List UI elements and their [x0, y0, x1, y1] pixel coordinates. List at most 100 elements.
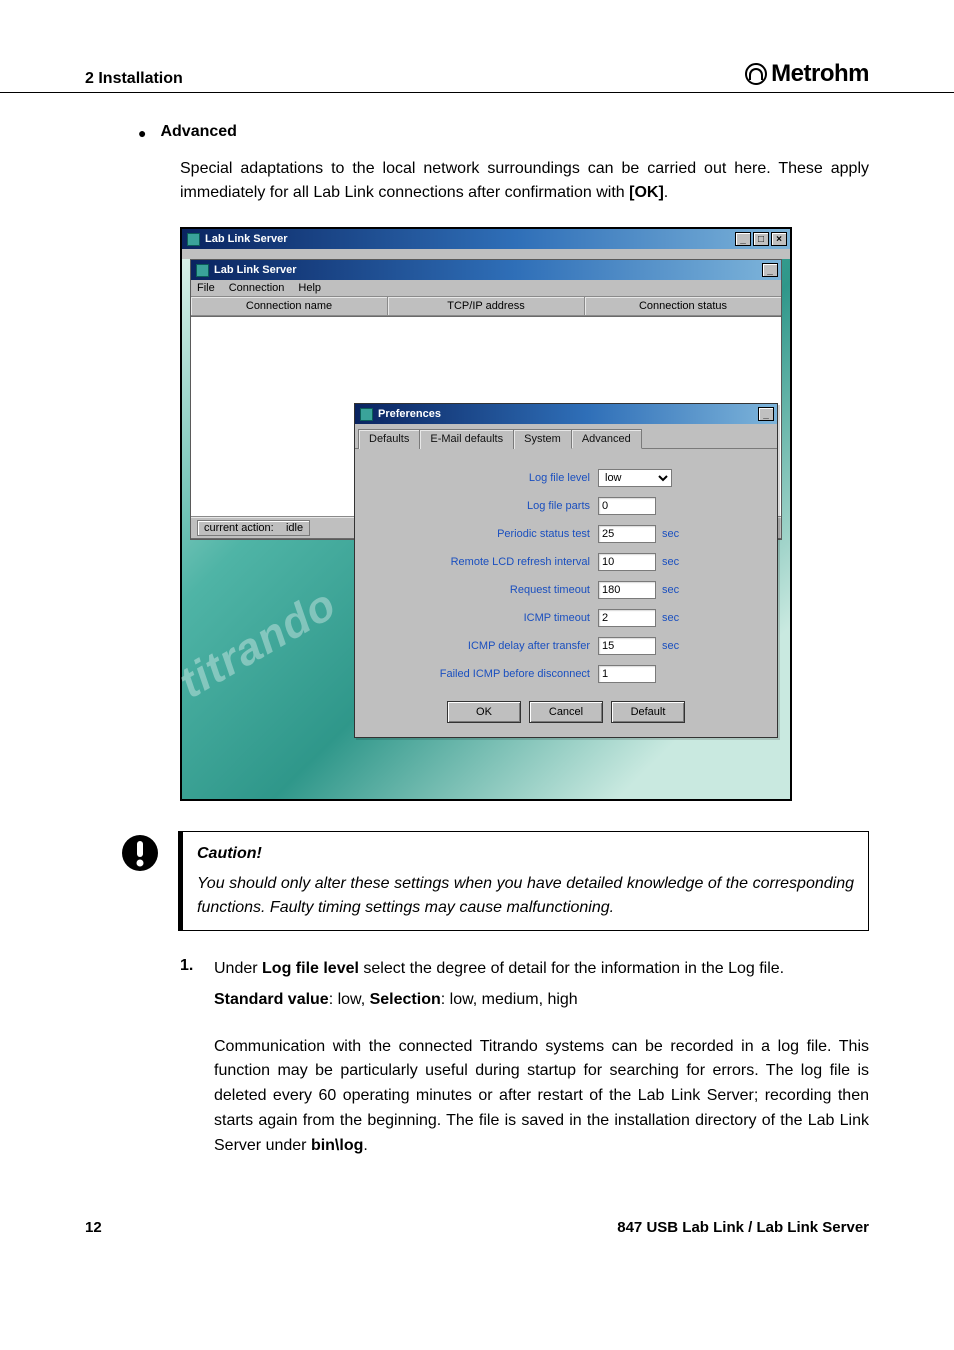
- minimize-icon[interactable]: _: [758, 407, 774, 421]
- caution-block: Caution! You should only alter these set…: [120, 831, 869, 931]
- prefs-input[interactable]: [598, 497, 656, 515]
- prefs-row: Failed ICMP before disconnect: [373, 665, 759, 683]
- inner-title: Lab Link Server: [214, 264, 297, 276]
- prefs-label: Request timeout: [373, 584, 598, 596]
- s1p2b: bin\log: [311, 1137, 363, 1154]
- minimize-icon[interactable]: _: [735, 232, 751, 246]
- prefs-label: Remote LCD refresh interval: [373, 556, 598, 568]
- watermark: titrando: [171, 579, 345, 708]
- caution-icon: [120, 833, 160, 873]
- page-header: 2 Installation Metrohm: [0, 60, 954, 93]
- tab-email-defaults[interactable]: E-Mail defaults: [419, 429, 514, 449]
- numbered-list: 1. Under Log file level select the degre…: [180, 957, 869, 1159]
- metrohm-logo-icon: [745, 63, 767, 85]
- prefs-body: Log file levellow Log file parts Periodic …: [355, 449, 777, 737]
- unit-label: sec: [662, 584, 679, 596]
- prefs-title: Preferences: [378, 408, 441, 420]
- prefs-row: ICMP timeout sec: [373, 609, 759, 627]
- menu-connection[interactable]: Connection: [229, 282, 285, 294]
- menubar: File Connection Help: [191, 280, 781, 297]
- prefs-row: ICMP delay after transfer sec: [373, 637, 759, 655]
- step-number: 1.: [180, 957, 200, 1159]
- minimize-icon[interactable]: _: [762, 263, 778, 277]
- tab-system[interactable]: System: [513, 429, 572, 449]
- prefs-input[interactable]: [598, 581, 656, 599]
- bullet-label: Advanced: [160, 123, 236, 143]
- caution-box: Caution! You should only alter these set…: [178, 831, 869, 931]
- preferences-dialog: Preferences _ Defaults E-Mail defaults S…: [354, 403, 778, 738]
- caution-body: You should only alter these settings whe…: [197, 872, 854, 920]
- step-1: 1. Under Log file level select the degre…: [180, 957, 869, 1159]
- app-icon: [360, 408, 373, 421]
- outer-title: Lab Link Server: [205, 233, 288, 245]
- prefs-input[interactable]: [598, 609, 656, 627]
- prefs-input[interactable]: [598, 553, 656, 571]
- s1d: Standard value: [214, 991, 329, 1008]
- log-file-level-select[interactable]: low: [598, 469, 672, 487]
- table-header: Connection name TCP/IP address Connectio…: [191, 297, 781, 316]
- window-controls: _ □ ×: [735, 232, 787, 246]
- bullet-advanced: ● Advanced: [138, 123, 869, 143]
- page-footer: 12 847 USB Lab Link / Lab Link Server: [0, 1219, 954, 1236]
- prefs-input[interactable]: [598, 665, 656, 683]
- col-tcpip-address[interactable]: TCP/IP address: [388, 297, 585, 316]
- intro-paragraph: Special adaptations to the local network…: [180, 157, 869, 205]
- lab-link-outer-window: Lab Link Server _ □ × titrando Lab Link …: [180, 227, 792, 801]
- prefs-row: Request timeout sec: [373, 581, 759, 599]
- unit-label: sec: [662, 612, 679, 624]
- prefs-label: Failed ICMP before disconnect: [373, 668, 598, 680]
- status-value: idle: [286, 522, 303, 534]
- col-connection-status[interactable]: Connection status: [585, 297, 781, 316]
- prefs-label: Periodic status test: [373, 528, 598, 540]
- step1-para2: Communication with the connected Titrand…: [214, 1035, 869, 1159]
- cancel-button[interactable]: Cancel: [529, 701, 603, 723]
- prefs-input[interactable]: [598, 525, 656, 543]
- s1p2e: .: [363, 1137, 367, 1154]
- section-title: 2 Installation: [85, 70, 183, 88]
- prefs-label: Log file parts: [373, 500, 598, 512]
- maximize-icon[interactable]: □: [753, 232, 769, 246]
- unit-label: sec: [662, 528, 679, 540]
- app-icon: [196, 264, 209, 277]
- unit-label: sec: [662, 640, 679, 652]
- s1a: Under: [214, 960, 262, 977]
- s1g: : low, medium, high: [441, 991, 578, 1008]
- tab-advanced[interactable]: Advanced: [571, 429, 642, 449]
- brand-name: Metrohm: [771, 60, 869, 88]
- close-icon[interactable]: ×: [771, 232, 787, 246]
- prefs-row: Log file parts: [373, 497, 759, 515]
- s1c: select the degree of detail for the info…: [359, 960, 784, 977]
- prefs-input[interactable]: [598, 637, 656, 655]
- prefs-label: ICMP timeout: [373, 612, 598, 624]
- intro-ok: [OK]: [629, 184, 664, 201]
- prefs-row: Periodic status test sec: [373, 525, 759, 543]
- prefs-label: ICMP delay after transfer: [373, 640, 598, 652]
- prefs-row: Remote LCD refresh interval sec: [373, 553, 759, 571]
- prefs-tabs: Defaults E-Mail defaults System Advanced: [355, 428, 777, 449]
- intro-text: Special adaptations to the local network…: [180, 160, 869, 201]
- col-connection-name[interactable]: Connection name: [191, 297, 388, 316]
- tab-defaults[interactable]: Defaults: [358, 429, 420, 449]
- intro-end: .: [664, 184, 668, 201]
- prefs-label: Log file level: [373, 472, 598, 484]
- s1e: : low,: [329, 991, 370, 1008]
- app-icon: [187, 233, 200, 246]
- step1-line1: Under Log file level select the degree o…: [214, 957, 869, 982]
- status-inset: current action: idle: [197, 520, 310, 536]
- default-button[interactable]: Default: [611, 701, 685, 723]
- caution-title: Caution!: [197, 842, 854, 866]
- prefs-row: Log file levellow: [373, 469, 759, 487]
- s1b: Log file level: [262, 960, 359, 977]
- menu-help[interactable]: Help: [298, 282, 321, 294]
- ok-button[interactable]: OK: [447, 701, 521, 723]
- unit-label: sec: [662, 556, 679, 568]
- prefs-titlebar: Preferences _: [355, 404, 777, 424]
- page-number: 12: [85, 1219, 102, 1236]
- s1f: Selection: [370, 991, 441, 1008]
- status-label: current action:: [204, 522, 274, 534]
- menu-file[interactable]: File: [197, 282, 215, 294]
- outer-titlebar: Lab Link Server _ □ ×: [182, 229, 790, 249]
- doc-title: 847 USB Lab Link / Lab Link Server: [617, 1219, 869, 1236]
- brand-logo-block: Metrohm: [745, 60, 869, 88]
- inner-titlebar: Lab Link Server _: [191, 260, 781, 280]
